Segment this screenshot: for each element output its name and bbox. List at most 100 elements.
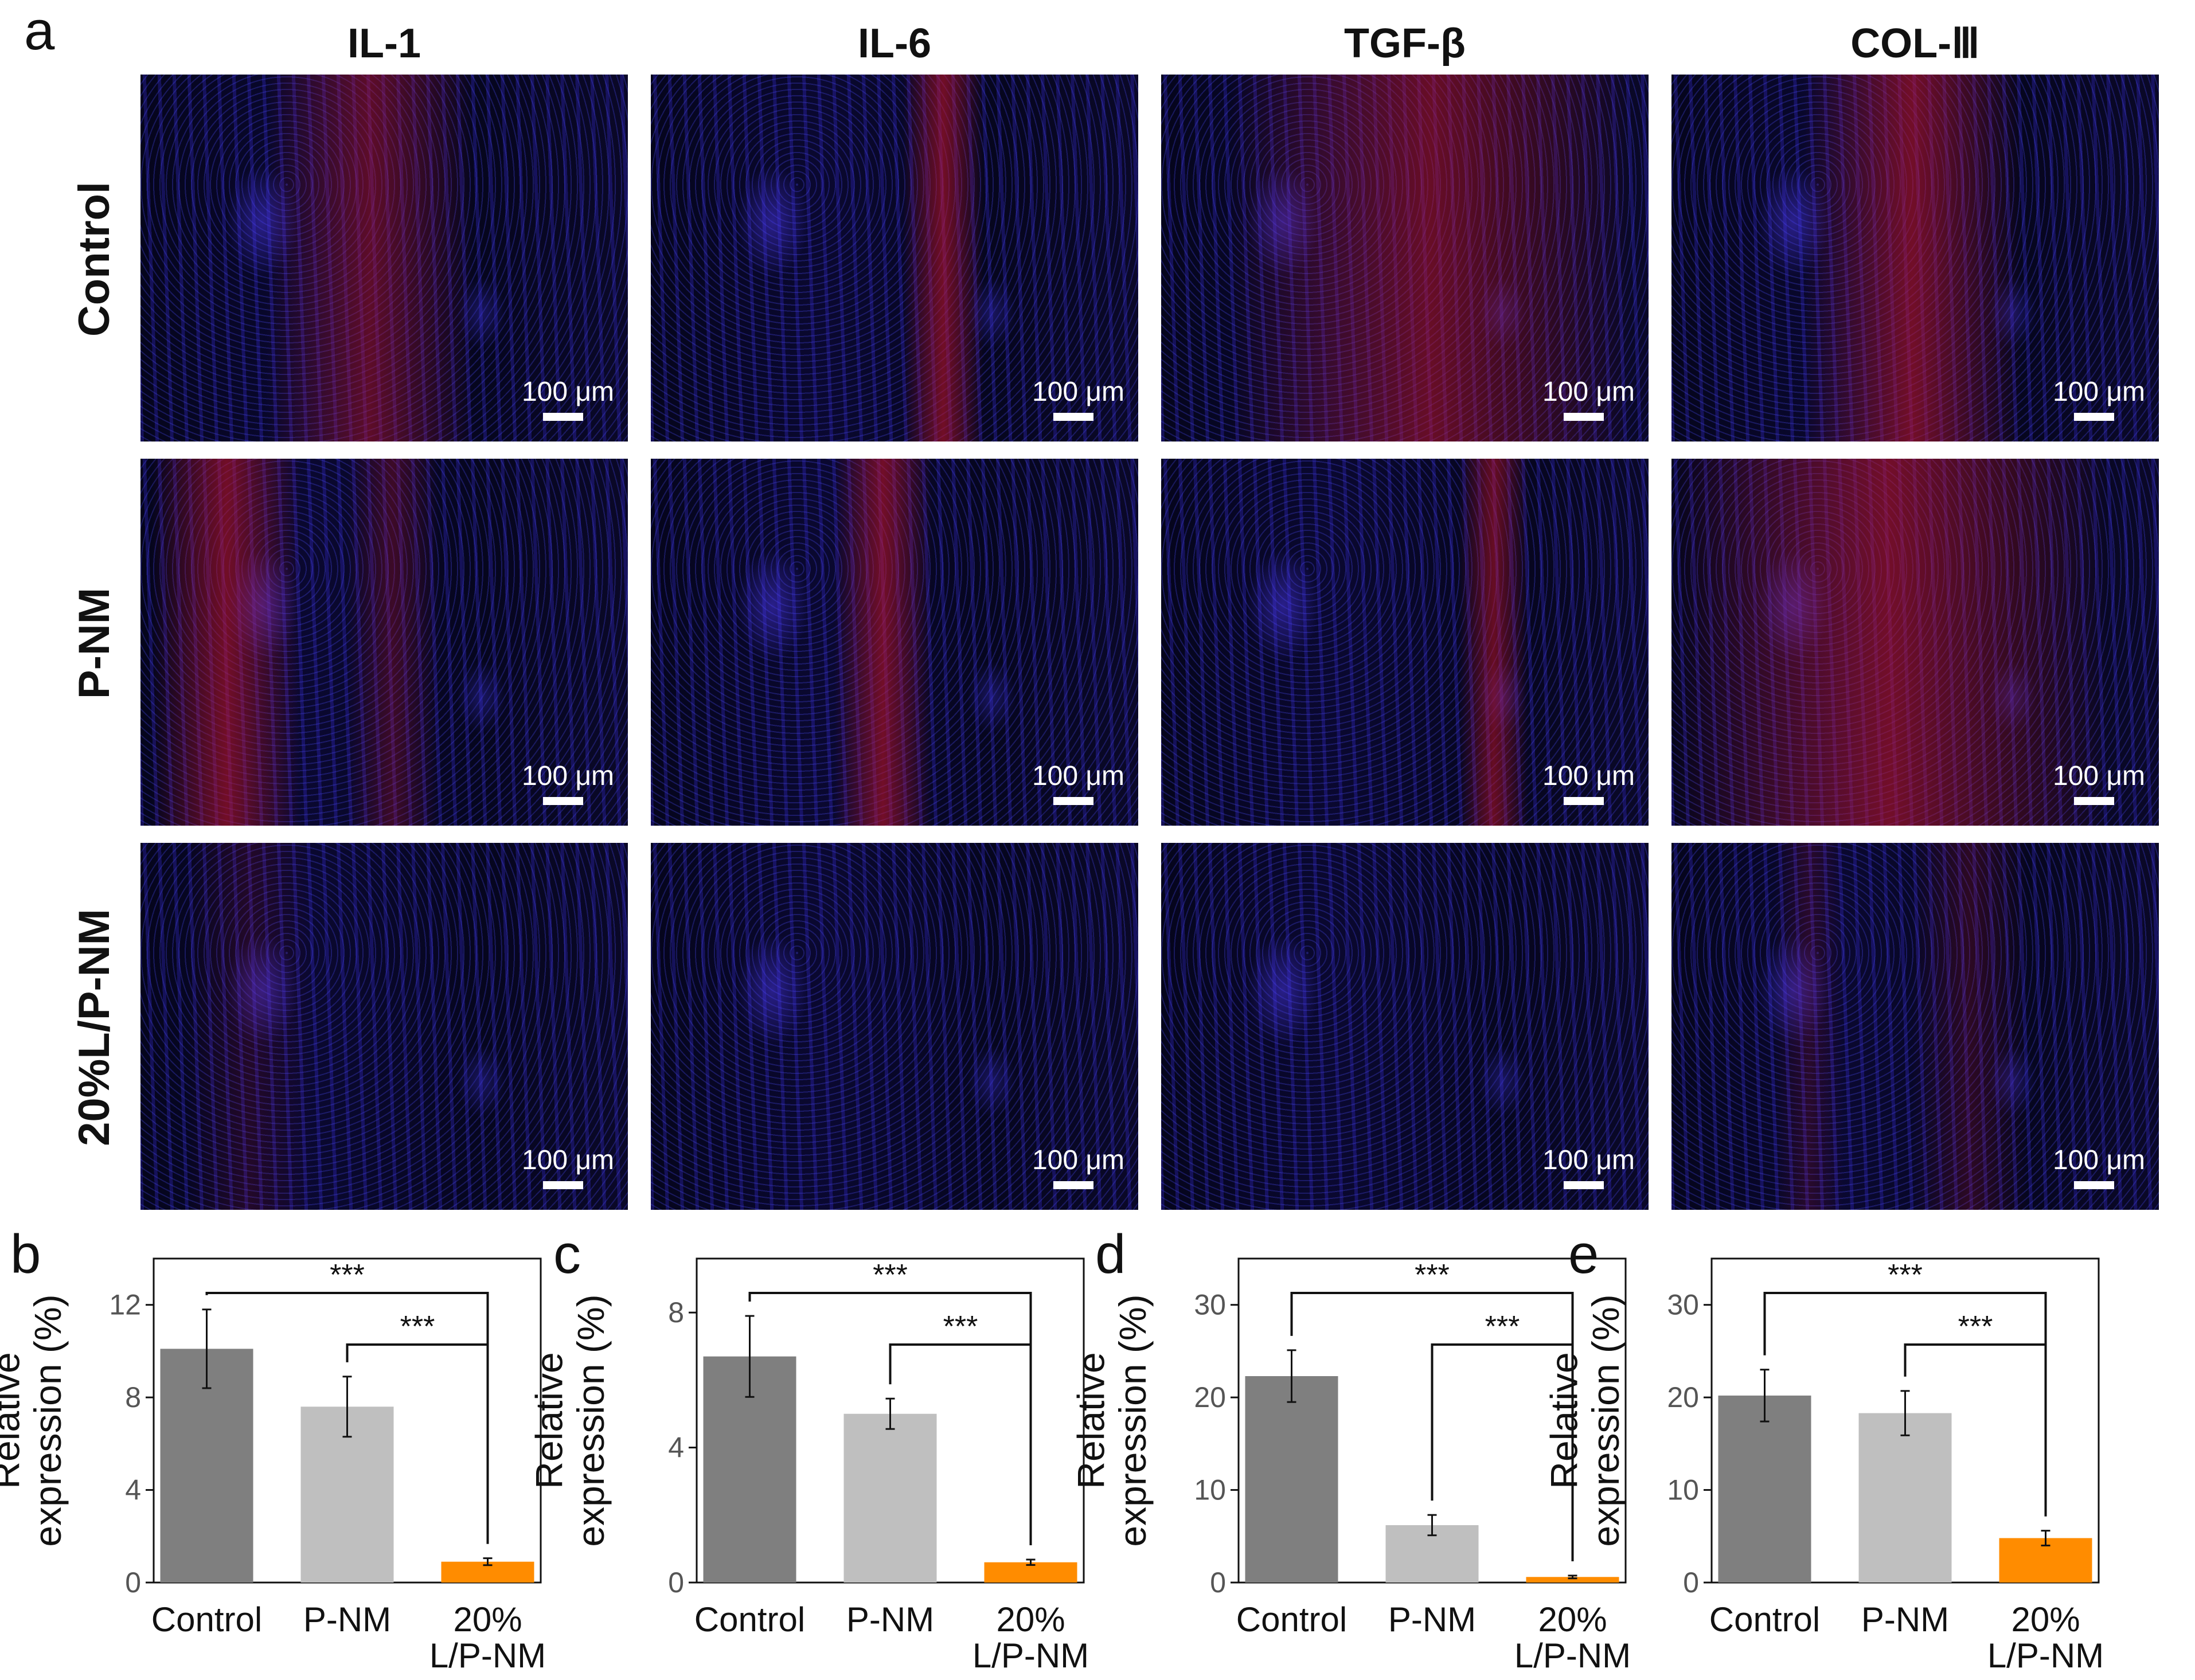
column-title-il6: IL-6 — [857, 21, 931, 67]
x-tick-label-line: P-NM — [1861, 1600, 1949, 1639]
x-tick-label-2: 20% L/P-NM — [972, 1600, 1089, 1675]
scale-bar — [2074, 1181, 2114, 1189]
row-title-pnm: P-NM — [70, 587, 119, 700]
micrograph-control-il6: 100 μm — [651, 75, 1138, 442]
scale-bar — [1564, 797, 1604, 805]
y-tick-label: 8 — [668, 1296, 684, 1329]
scale-bar-label: 100 μm — [2052, 1145, 2145, 1175]
y-axis-label: Relativeexpression (%) — [528, 1294, 612, 1546]
y-tick-label: 8 — [125, 1381, 141, 1413]
y-axis-label-line: expression (%) — [26, 1294, 69, 1546]
x-tick-label-1: P-NM — [1388, 1600, 1476, 1639]
y-tick-label: 30 — [1194, 1289, 1226, 1321]
micrograph-control-tgfb: 100 μm — [1161, 75, 1649, 442]
bar-1 — [1858, 1413, 1952, 1583]
x-tick-label-2: 20% L/P-NM — [1514, 1600, 1631, 1675]
significance-label: *** — [1415, 1259, 1450, 1292]
x-tick-label-2: 20% L/P-NM — [429, 1600, 546, 1675]
significance-label: *** — [1958, 1310, 1993, 1343]
y-tick-label: 12 — [109, 1289, 141, 1321]
x-tick-label-1: P-NM — [303, 1600, 391, 1639]
scale-bar-label: 100 μm — [1542, 761, 1635, 791]
micrograph-lpnm-il6: 100 μm — [651, 843, 1138, 1210]
y-tick-label: 0 — [668, 1566, 684, 1599]
x-tick-label-line: P-NM — [303, 1600, 391, 1639]
micrograph-pnm-col3: 100 μm — [1671, 459, 2159, 826]
y-axis-label-line: Relative — [1069, 1352, 1112, 1488]
y-tick-label: 4 — [125, 1474, 141, 1506]
y-tick-label: 0 — [125, 1566, 141, 1599]
x-tick-label-1: P-NM — [1861, 1600, 1949, 1639]
column-title-col3: COL-Ⅲ — [1850, 21, 1980, 67]
x-tick-label-1: P-NM — [846, 1600, 934, 1639]
panel-label-a: a — [24, 0, 55, 61]
y-tick-label: 30 — [1667, 1289, 1699, 1321]
micrograph-pnm-tgfb: 100 μm — [1161, 459, 1649, 826]
scale-bar — [1053, 413, 1093, 421]
y-axis-label-line: expression (%) — [1111, 1294, 1154, 1546]
x-tick-label-0: Control — [1709, 1600, 1820, 1639]
scale-bar — [2074, 413, 2114, 421]
significance-label: *** — [1888, 1259, 1923, 1292]
column-title-tgfb: TGF-β — [1344, 21, 1466, 67]
y-axis-label-line: Relative — [0, 1352, 27, 1488]
significance-bracket — [1431, 1343, 1574, 1561]
x-tick-label-line: P-NM — [1388, 1600, 1476, 1639]
micrograph-lpnm-tgfb: 100 μm — [1161, 843, 1649, 1210]
scale-bar — [1053, 1181, 1093, 1189]
x-tick-label-0: Control — [1236, 1600, 1347, 1639]
y-axis-label-line: Relative — [1542, 1352, 1585, 1488]
scale-bar-label: 100 μm — [1542, 377, 1635, 407]
x-tick-label-2: 20% L/P-NM — [1987, 1600, 2104, 1675]
y-axis-label-line: Relative — [528, 1352, 570, 1488]
panel-label-c: c — [553, 1233, 581, 1285]
micrograph-pnm-il1: 100 μm — [140, 459, 628, 826]
x-tick-label-line: L/P-NM — [1987, 1636, 2104, 1675]
bar-0 — [1245, 1376, 1338, 1583]
scale-bar — [543, 797, 583, 805]
scale-bar-label: 100 μm — [2052, 761, 2145, 791]
y-axis-label: Relativeexpression (%) — [1069, 1294, 1154, 1546]
y-tick-label: 0 — [1683, 1566, 1699, 1599]
scale-bar-label: 100 μm — [521, 1145, 614, 1175]
scale-bar-label: 100 μm — [1032, 377, 1124, 407]
micrograph-pnm-il6: 100 μm — [651, 459, 1138, 826]
x-tick-label-line: 20% — [1538, 1600, 1607, 1639]
x-tick-label-0: Control — [151, 1600, 262, 1639]
x-tick-label-0: Control — [694, 1600, 805, 1639]
x-tick-label-line: L/P-NM — [972, 1636, 1089, 1675]
bar-0 — [1718, 1395, 1811, 1583]
panel-label-b: b — [10, 1233, 41, 1285]
micrograph-control-col3: 100 μm — [1671, 75, 2159, 442]
y-tick-label: 10 — [1194, 1474, 1226, 1506]
y-tick-label: 0 — [1210, 1566, 1226, 1599]
scale-bar-label: 100 μm — [521, 761, 614, 791]
y-tick-label: 4 — [668, 1432, 684, 1464]
x-tick-label-line: 20% — [453, 1600, 522, 1639]
x-tick-label-line: Control — [1709, 1600, 1820, 1639]
scale-bar-label: 100 μm — [1032, 761, 1124, 791]
significance-bracket — [1904, 1343, 2047, 1517]
significance-label: *** — [873, 1259, 908, 1292]
scale-bar-label: 100 μm — [1032, 1145, 1124, 1175]
scale-bar — [1053, 797, 1093, 805]
y-axis-label: Relativeexpression (%) — [1542, 1294, 1627, 1546]
y-axis-label: Relativeexpression (%) — [0, 1294, 69, 1546]
x-tick-label-line: L/P-NM — [429, 1636, 546, 1675]
x-tick-label-line: L/P-NM — [1514, 1636, 1631, 1675]
x-tick-label-line: Control — [1236, 1600, 1347, 1639]
micrograph-lpnm-il1: 100 μm — [140, 843, 628, 1210]
significance-bracket — [889, 1343, 1032, 1545]
significance-label: *** — [1485, 1310, 1520, 1343]
significance-label: *** — [400, 1310, 435, 1343]
micrograph-lpnm-col3: 100 μm — [1671, 843, 2159, 1210]
y-tick-label: 20 — [1194, 1381, 1226, 1413]
scale-bar-label: 100 μm — [2052, 377, 2145, 407]
x-tick-label-line: Control — [694, 1600, 805, 1639]
row-title-control: Control — [70, 181, 119, 337]
scale-bar-label: 100 μm — [1542, 1145, 1635, 1175]
y-axis-label-line: expression (%) — [1584, 1294, 1627, 1546]
row-title-lpnm: 20%L/P-NM — [70, 909, 119, 1146]
panel-label-e: e — [1568, 1233, 1599, 1285]
